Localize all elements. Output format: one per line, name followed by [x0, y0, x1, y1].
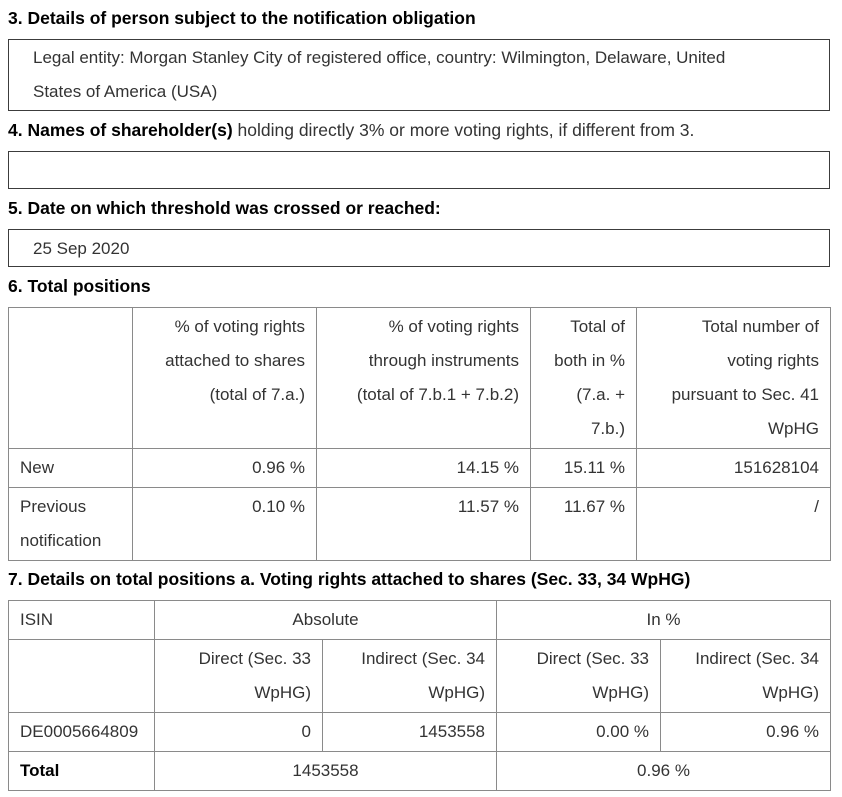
cell-absolute-indirect: 1453558 [321, 712, 498, 752]
total-positions-header-row: % of voting rights attached to shares (t… [8, 307, 831, 449]
threshold-date-text: 25 Sep 2020 [33, 239, 130, 258]
shareholder-names-box [8, 151, 830, 189]
section-6-heading: 6. Total positions [8, 276, 151, 296]
subheader-cell-percent-direct: Direct (Sec. 33 WpHG) [496, 639, 662, 713]
details-subheader-row: Direct (Sec. 33 WpHG) Indirect (Sec. 34 … [8, 639, 832, 713]
section-4-heading-rest: holding directly 3% or more voting right… [232, 120, 695, 140]
section-4-heading-bold: 4. Names of shareholder(s) [8, 120, 233, 140]
cell-new-shares-pct: 0.96 % [132, 448, 317, 488]
total-row-absolute: 1453558 [153, 751, 498, 791]
header-cell-in-percent: In % [496, 600, 832, 640]
cell-new-total-pct: 15.11 % [530, 448, 637, 488]
table-row-new: New 0.96 % 14.15 % 15.11 % 151628104 [8, 448, 831, 488]
cell-previous-shares-pct: 0.10 % [132, 487, 317, 561]
subheader-empty-cell [8, 639, 155, 713]
header-cell-isin: ISIN [8, 600, 155, 640]
row-previous-label: Previous notification [8, 487, 133, 561]
subheader-cell-percent-indirect: Indirect (Sec. 34 WpHG) [660, 639, 832, 713]
subheader-cell-absolute-indirect: Indirect (Sec. 34 WpHG) [321, 639, 498, 713]
voting-rights-details-table: ISIN Absolute In % Direct (Sec. 33 WpHG)… [8, 600, 832, 791]
cell-percent-direct: 0.00 % [496, 712, 662, 752]
cell-new-instruments-pct: 14.15 % [316, 448, 531, 488]
section-6: 6. Total positions % of voting rights at… [8, 276, 831, 561]
section-7: 7. Details on total positions a. Voting … [8, 569, 832, 791]
corner-cell [8, 307, 133, 449]
table-row-previous-notification: Previous notification 0.10 % 11.57 % 11.… [8, 487, 831, 561]
legal-entity-text: Legal entity: Morgan Stanley City of reg… [33, 48, 726, 101]
details-header-row: ISIN Absolute In % [8, 600, 832, 640]
section-5-heading: 5. Date on which threshold was crossed o… [8, 198, 441, 218]
table-row-total: Total 1453558 0.96 % [8, 751, 832, 791]
section-3: 3. Details of person subject to the noti… [8, 8, 830, 111]
header-cell-total-both: Total of both in % (7.a. + 7.b.) [530, 307, 637, 449]
header-cell-total-number: Total number of voting rights pursuant t… [636, 307, 831, 449]
table-row-isin: DE0005664809 0 1453558 0.00 % 0.96 % [8, 712, 832, 752]
section-4: 4. Names of shareholder(s) holding direc… [8, 120, 830, 189]
cell-absolute-direct: 0 [154, 712, 323, 752]
section-5: 5. Date on which threshold was crossed o… [8, 198, 830, 267]
section-7-heading: 7. Details on total positions a. Voting … [8, 569, 691, 589]
header-cell-absolute: Absolute [153, 600, 498, 640]
threshold-date-box: 25 Sep 2020 [8, 229, 830, 267]
row-new-label: New [8, 448, 133, 488]
section-3-heading: 3. Details of person subject to the noti… [8, 8, 476, 28]
cell-previous-instruments-pct: 11.57 % [316, 487, 531, 561]
cell-isin-value: DE0005664809 [8, 712, 155, 752]
subheader-cell-absolute-direct: Direct (Sec. 33 WpHG) [154, 639, 323, 713]
cell-previous-total-voting-rights: / [636, 487, 831, 561]
total-row-label: Total [8, 751, 155, 791]
legal-entity-box: Legal entity: Morgan Stanley City of reg… [8, 39, 830, 111]
header-cell-voting-rights-instruments: % of voting rights through instruments (… [316, 307, 531, 449]
total-row-in-percent: 0.96 % [496, 751, 832, 791]
total-positions-table: % of voting rights attached to shares (t… [8, 307, 831, 561]
section-4-heading: 4. Names of shareholder(s) holding direc… [8, 120, 830, 141]
header-cell-voting-rights-shares: % of voting rights attached to shares (t… [132, 307, 317, 449]
cell-percent-indirect: 0.96 % [660, 712, 832, 752]
cell-new-total-voting-rights: 151628104 [636, 448, 831, 488]
cell-previous-total-pct: 11.67 % [530, 487, 637, 561]
